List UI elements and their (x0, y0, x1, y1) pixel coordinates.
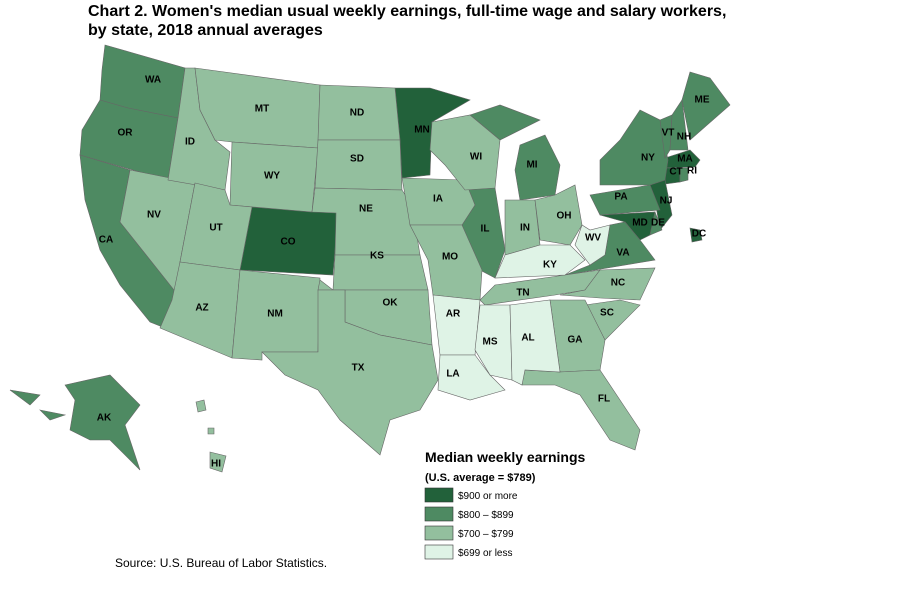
state-label: WA (145, 75, 161, 86)
state (159, 261, 241, 359)
state-label: HI (211, 459, 221, 470)
state-label: NH (677, 132, 691, 143)
state-label: DE (651, 218, 665, 229)
legend-label: $800 – $899 (458, 510, 514, 521)
state (681, 71, 731, 141)
state (669, 99, 689, 151)
state-label: NE (359, 204, 373, 215)
legend: $900 or more $800 – $899 $700 – $799 $699 o… (424, 487, 518, 560)
state-label: FL (598, 394, 610, 405)
state-label: MN (414, 125, 430, 136)
state-label: NC (611, 278, 625, 289)
state-label: IL (481, 224, 490, 235)
state (599, 109, 669, 186)
state-label: TX (352, 363, 365, 374)
state-label: IA (433, 194, 443, 205)
state (574, 224, 611, 266)
state-label: MO (442, 252, 458, 263)
state (521, 369, 641, 451)
state-label: CT (669, 167, 682, 178)
state (494, 244, 586, 279)
state-label: WV (585, 233, 601, 244)
state-label: AK (97, 413, 112, 424)
state-label: GA (568, 335, 583, 346)
state-label: MI (526, 160, 537, 171)
state-label: VA (616, 248, 629, 259)
source: Source: U.S. Bureau of Labor Statistics. (115, 556, 327, 570)
state-label: OK (383, 298, 399, 309)
state-label: MT (255, 104, 269, 115)
state (261, 289, 439, 456)
state-label: RI (687, 166, 697, 177)
state (599, 211, 656, 241)
legend-label: $700 – $799 (458, 529, 514, 540)
state-label: OR (118, 128, 134, 139)
state-label: NJ (660, 196, 673, 207)
state (39, 409, 67, 421)
state-label: AZ (195, 303, 208, 314)
state-label: MA (677, 154, 693, 165)
state (432, 294, 481, 356)
state (9, 389, 41, 406)
state-label: LA (446, 369, 459, 380)
state-label: AR (446, 309, 461, 320)
state-label: ID (185, 137, 195, 148)
state-label: TN (516, 288, 529, 299)
state-label: NY (641, 153, 655, 164)
state-label: VT (662, 128, 675, 139)
legend-label: $699 or less (458, 548, 512, 559)
state-label: KY (543, 260, 557, 271)
state (209, 451, 227, 473)
state (589, 184, 661, 216)
state (509, 299, 561, 386)
legend-swatch (424, 525, 454, 541)
state (429, 114, 501, 191)
legend-subtitle: (U.S. average = $789) (425, 472, 536, 484)
state-label: OH (557, 211, 572, 222)
legend-swatch (424, 487, 454, 503)
state (689, 227, 703, 243)
state (314, 139, 403, 191)
state-label: MS (483, 337, 498, 348)
state (207, 427, 215, 435)
state-label: PA (614, 192, 627, 203)
state (679, 167, 689, 183)
state-label: WY (264, 171, 280, 182)
state-label: UT (209, 223, 222, 234)
state (437, 354, 506, 401)
state-label: MD (632, 218, 648, 229)
states: MN CO MA CT NJ MD DC WA OR CA AK IL MI PA NY VT NH ME VA DE… (9, 44, 731, 473)
state (559, 267, 656, 301)
title-line: Chart 2. Women's median usual weekly ear… (88, 3, 726, 20)
state-label: ME (695, 95, 710, 106)
state-label: ND (350, 108, 364, 119)
state-label: SD (350, 154, 364, 165)
state (474, 304, 513, 381)
state-label: KS (370, 251, 384, 262)
state (195, 399, 207, 413)
state-label: WI (470, 152, 482, 163)
legend-swatch (424, 506, 454, 522)
state-label: DC (692, 229, 706, 240)
state-label: AL (521, 333, 534, 344)
state-label: CA (99, 235, 113, 246)
title-line: by state, 2018 annual averages (88, 22, 323, 39)
state-label: NV (147, 210, 161, 221)
state (64, 374, 141, 471)
state-label: IN (520, 223, 530, 234)
state-label: CO (281, 237, 296, 248)
state-label: NM (267, 309, 283, 320)
legend-title: Median weekly earnings (425, 449, 585, 465)
legend-label: $900 or more (458, 491, 518, 502)
state-label: SC (600, 308, 614, 319)
legend-swatch (424, 544, 454, 560)
state (649, 210, 663, 236)
